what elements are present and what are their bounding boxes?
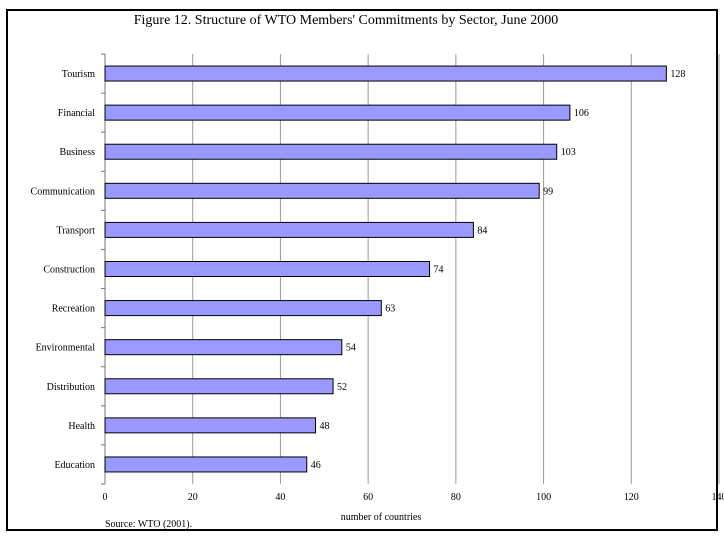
category-label: Education	[54, 460, 95, 471]
bar	[104, 456, 308, 473]
bar	[104, 221, 474, 238]
data-label: 103	[561, 147, 576, 158]
data-label: 99	[543, 186, 553, 197]
x-axis-label: number of countries	[341, 512, 422, 523]
x-tick-label: 0	[103, 492, 108, 503]
category-label: Transport	[56, 225, 95, 236]
x-tick-label: 60	[363, 492, 373, 503]
bar	[104, 143, 558, 160]
category-label: Construction	[43, 265, 95, 276]
data-label: 128	[670, 69, 685, 80]
data-label: 84	[477, 225, 487, 236]
bar	[104, 261, 431, 277]
data-label: 48	[320, 421, 330, 432]
bar	[104, 417, 317, 434]
source-note: Source: WTO (2001).	[105, 519, 193, 530]
x-tick-label: 20	[188, 492, 198, 503]
category-label: Recreation	[52, 304, 95, 315]
category-label: Distribution	[47, 382, 95, 393]
x-tick-label: 100	[536, 492, 551, 503]
data-label: 46	[311, 460, 321, 471]
x-tick-label: 140	[712, 492, 724, 503]
bar	[104, 182, 540, 199]
category-label: Environmental	[36, 343, 96, 354]
data-label: 74	[434, 265, 444, 276]
data-label: 106	[574, 108, 589, 119]
x-tick-label: 80	[451, 492, 461, 503]
x-tick-label: 40	[275, 492, 285, 503]
bar	[104, 65, 667, 82]
data-label: 52	[337, 382, 347, 393]
bar	[104, 104, 571, 121]
chart-title: Figure 12. Structure of WTO Members' Com…	[133, 13, 559, 28]
bar	[104, 378, 334, 395]
category-label: Financial	[58, 108, 95, 119]
bar	[104, 300, 382, 317]
category-label: Communication	[31, 186, 95, 197]
x-tick-label: 120	[624, 492, 639, 503]
category-label: Tourism	[62, 69, 95, 80]
bar	[104, 339, 343, 356]
data-label: 54	[346, 343, 356, 354]
data-label: 63	[385, 304, 395, 315]
category-label: Business	[59, 147, 95, 158]
category-label: Health	[68, 421, 95, 432]
